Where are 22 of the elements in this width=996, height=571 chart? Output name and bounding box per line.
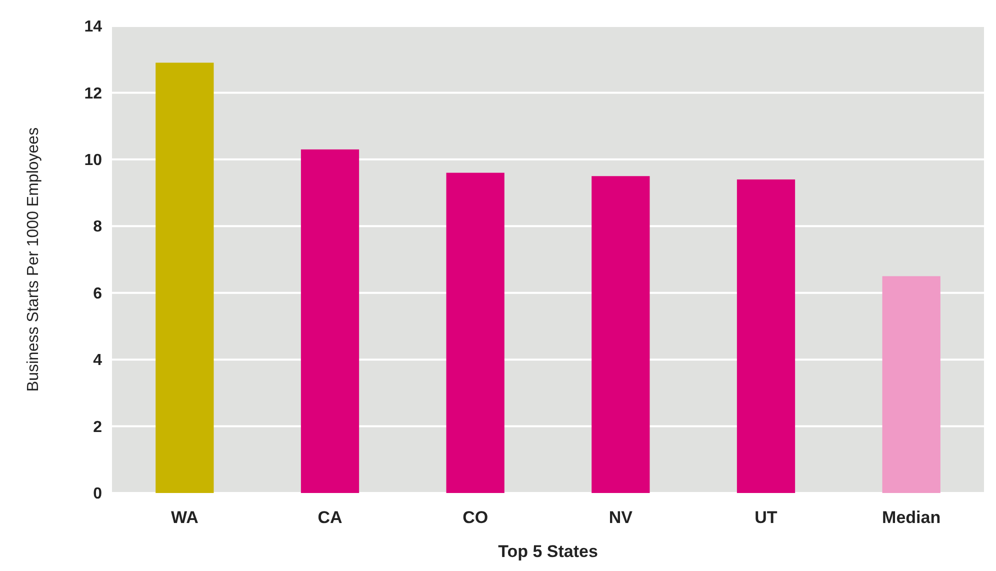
y-tick-label: 0	[93, 486, 102, 503]
bar	[736, 179, 796, 493]
bar	[446, 172, 504, 493]
x-axis-title: Top 5 States	[498, 542, 598, 561]
bar	[156, 62, 214, 493]
y-tick-label: 8	[93, 218, 102, 236]
x-tick-label: CA	[318, 508, 342, 527]
x-tick-label: UT	[754, 508, 778, 527]
x-tick-label: NV	[608, 508, 634, 527]
bar	[882, 276, 940, 493]
bar	[300, 149, 360, 493]
bar	[592, 176, 650, 493]
y-tick-label: 10	[84, 152, 102, 170]
x-tick-label: WA	[170, 508, 198, 527]
y-tick-label: 4	[93, 352, 102, 370]
y-tick-label: 14	[84, 18, 102, 36]
x-tick-label: Median	[882, 508, 941, 527]
y-tick-label: 2	[93, 418, 102, 436]
y-axis-title: Business Starts Per 1000 Employees	[25, 127, 42, 392]
y-tick-label: 6	[93, 285, 102, 302]
x-tick-label: CO	[462, 508, 488, 527]
y-tick-label: 12	[84, 85, 102, 102]
